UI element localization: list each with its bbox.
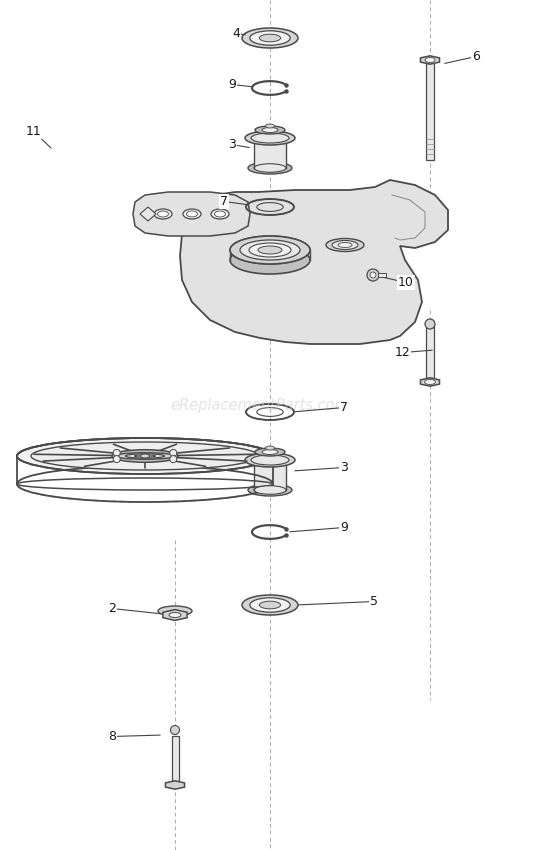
Polygon shape: [163, 609, 187, 620]
Ellipse shape: [251, 133, 289, 143]
Ellipse shape: [112, 450, 178, 462]
Ellipse shape: [230, 236, 310, 264]
Polygon shape: [140, 207, 156, 221]
Ellipse shape: [262, 450, 278, 455]
Ellipse shape: [230, 246, 310, 274]
Circle shape: [370, 272, 376, 278]
Ellipse shape: [255, 448, 285, 456]
Ellipse shape: [425, 58, 435, 63]
Text: 3: 3: [228, 138, 249, 151]
Text: 8: 8: [108, 730, 160, 743]
Ellipse shape: [215, 211, 225, 217]
Bar: [171, 736, 178, 783]
Polygon shape: [133, 192, 250, 236]
Bar: [426, 60, 434, 160]
Ellipse shape: [17, 438, 273, 474]
Ellipse shape: [230, 236, 310, 264]
Circle shape: [170, 726, 179, 734]
Ellipse shape: [242, 595, 298, 615]
Text: 7: 7: [295, 401, 348, 414]
Ellipse shape: [115, 453, 175, 459]
Ellipse shape: [332, 241, 358, 250]
Ellipse shape: [326, 239, 364, 252]
Ellipse shape: [158, 606, 192, 616]
Polygon shape: [420, 377, 439, 386]
Text: 9: 9: [290, 521, 348, 534]
Polygon shape: [165, 781, 184, 789]
Ellipse shape: [425, 379, 436, 384]
Circle shape: [425, 319, 435, 329]
Text: 2: 2: [108, 602, 160, 615]
Ellipse shape: [254, 485, 286, 494]
Ellipse shape: [154, 209, 172, 219]
Bar: [426, 326, 434, 378]
Ellipse shape: [255, 126, 285, 134]
Text: 5: 5: [299, 595, 378, 608]
Text: 6: 6: [445, 50, 480, 64]
Polygon shape: [420, 56, 439, 65]
Ellipse shape: [250, 598, 290, 612]
Ellipse shape: [240, 240, 300, 260]
Ellipse shape: [245, 453, 295, 467]
Ellipse shape: [249, 243, 291, 257]
Ellipse shape: [245, 131, 295, 145]
Text: eReplacementParts.com: eReplacementParts.com: [170, 398, 349, 413]
Ellipse shape: [254, 164, 286, 173]
Ellipse shape: [186, 211, 197, 217]
Ellipse shape: [126, 454, 164, 458]
Ellipse shape: [248, 484, 292, 496]
Ellipse shape: [141, 454, 149, 458]
Bar: [254, 460, 286, 490]
Ellipse shape: [251, 455, 289, 465]
Polygon shape: [180, 180, 448, 344]
Bar: [378, 273, 386, 277]
Circle shape: [113, 450, 120, 456]
Ellipse shape: [258, 246, 282, 254]
Ellipse shape: [183, 209, 201, 219]
Ellipse shape: [266, 446, 274, 450]
Ellipse shape: [157, 211, 169, 217]
Ellipse shape: [250, 31, 290, 45]
Circle shape: [170, 450, 177, 456]
Ellipse shape: [248, 162, 292, 174]
Text: 3: 3: [295, 461, 348, 474]
Ellipse shape: [338, 242, 352, 247]
Text: 12: 12: [395, 346, 432, 359]
Text: 11: 11: [26, 125, 51, 148]
Ellipse shape: [259, 34, 281, 42]
Text: 10: 10: [385, 276, 414, 289]
Circle shape: [367, 269, 379, 281]
Circle shape: [113, 456, 120, 462]
Ellipse shape: [266, 124, 274, 128]
Bar: [254, 138, 286, 168]
Ellipse shape: [169, 613, 181, 617]
Circle shape: [170, 456, 177, 462]
Ellipse shape: [211, 209, 229, 219]
Ellipse shape: [31, 442, 259, 470]
Ellipse shape: [259, 601, 281, 609]
Ellipse shape: [262, 128, 278, 133]
Text: 9: 9: [228, 78, 252, 91]
Ellipse shape: [135, 455, 155, 457]
Text: 7: 7: [220, 195, 247, 208]
Text: 4: 4: [232, 27, 245, 40]
Ellipse shape: [242, 28, 298, 48]
